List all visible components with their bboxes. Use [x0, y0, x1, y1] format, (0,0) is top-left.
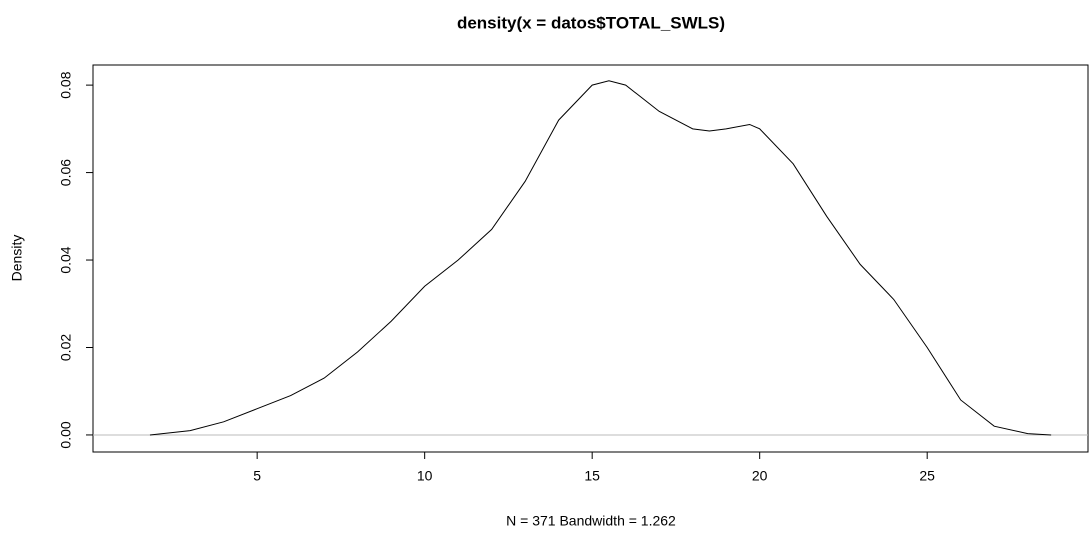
- x-tick-label: 10: [417, 468, 433, 484]
- x-tick-label: 20: [752, 468, 768, 484]
- chart-title: density(x = datos$TOTAL_SWLS): [457, 13, 725, 32]
- y-tick-label: 0.00: [58, 421, 74, 448]
- plot-box: [92, 64, 1089, 453]
- y-tick-label: 0.02: [58, 334, 74, 361]
- y-tick-label: 0.08: [58, 71, 74, 98]
- x-tick-label: 15: [584, 468, 600, 484]
- y-tick-label: 0.06: [58, 159, 74, 186]
- y-axis-label: Density: [9, 235, 25, 282]
- x-tick-label: 5: [253, 468, 261, 484]
- density-line: [149, 80, 1052, 436]
- y-tick-label: 0.04: [58, 246, 74, 273]
- x-axis-label: N = 371 Bandwidth = 1.262: [506, 513, 676, 529]
- x-tick-label: 25: [919, 468, 935, 484]
